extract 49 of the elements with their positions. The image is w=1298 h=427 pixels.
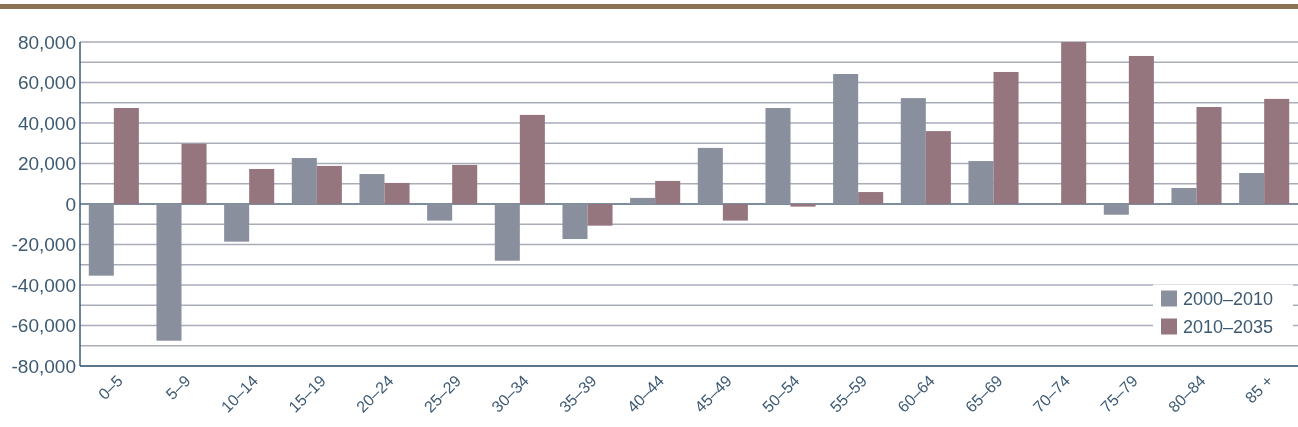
bar [316,165,342,204]
bar [224,204,250,242]
y-tick-label: 40,000 [17,112,76,134]
y-tick-label: -40,000 [11,274,76,296]
bar [1103,204,1129,215]
y-tick-label: -80,000 [11,355,76,377]
legend-label: 2000–2010 [1183,288,1274,309]
x-tick-label: 5–9 [162,371,194,403]
x-tick-label: 85 + [1241,372,1277,407]
bar [1264,98,1290,204]
bar [833,74,859,204]
y-tick-label: 0 [65,193,76,215]
bar [765,108,791,204]
bar [181,143,207,204]
bar [494,204,520,261]
bar [968,161,994,204]
bar [452,164,478,204]
bar [858,192,884,204]
bar [790,204,816,207]
bar [722,204,748,221]
bar [291,158,317,204]
bar [587,204,613,226]
bar [630,197,656,204]
bar [427,204,453,221]
bar [900,98,926,204]
bar [1061,42,1087,204]
bar [156,204,182,341]
y-tick-label: -20,000 [11,234,76,256]
y-tick-label: 20,000 [17,153,76,175]
bar [384,182,410,204]
bar [359,174,385,204]
bar [655,180,681,204]
bar [562,204,588,240]
bar [697,147,723,204]
bar [1239,173,1265,204]
bar [1171,188,1197,204]
y-tick-label: 60,000 [17,72,76,94]
legend-label: 2010–2035 [1183,316,1274,337]
y-tick-label: 80,000 [17,31,76,53]
y-tick-label: -60,000 [11,315,76,337]
bar [113,108,139,204]
bar [1128,55,1154,204]
bar [993,71,1019,204]
bar [519,114,545,204]
x-tick-label: 0–5 [95,371,126,403]
bar [925,131,951,204]
bar [249,168,275,204]
bar [88,204,114,276]
bar [1196,107,1222,204]
